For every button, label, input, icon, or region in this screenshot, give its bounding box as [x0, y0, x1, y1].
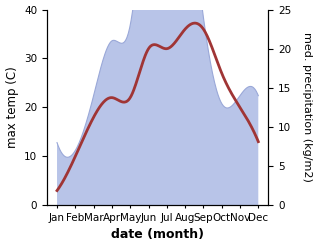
Y-axis label: max temp (C): max temp (C)	[5, 66, 18, 148]
X-axis label: date (month): date (month)	[111, 228, 204, 242]
Y-axis label: med. precipitation (kg/m2): med. precipitation (kg/m2)	[302, 32, 313, 182]
